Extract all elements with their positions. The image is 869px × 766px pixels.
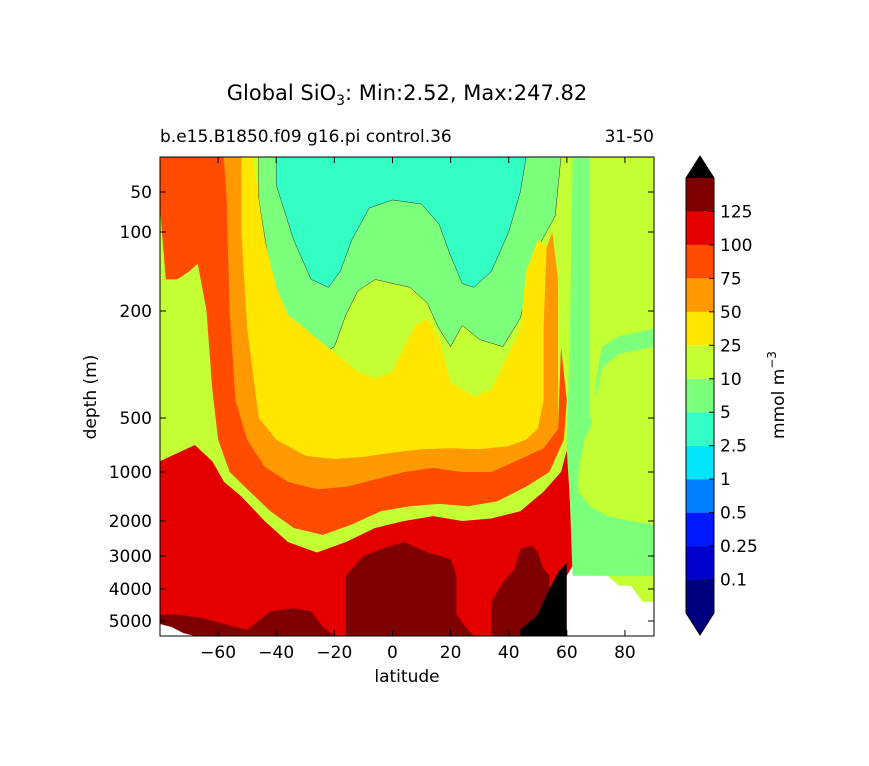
x-tick-label: 80 — [614, 643, 636, 663]
colorbar-tick-label: 100 — [720, 236, 752, 256]
y-axis: 50 100 200 500 1000 2000 3000 4000 5000 — [109, 183, 654, 632]
y-tick-label: 500 — [120, 409, 152, 429]
chart-subtitle-left: b.e15.B1850.f09 g16.pi control.36 — [160, 127, 452, 147]
colorbar-label: mmol m−3 — [765, 351, 789, 439]
x-axis: −60 −40 −20 0 20 40 60 80 — [200, 157, 636, 663]
chart-title-stats: : Min:2.52, Max:247.82 — [345, 81, 587, 105]
colorbar-segment — [686, 412, 714, 446]
colorbar-tick-label: 2.5 — [720, 437, 747, 457]
land-mask-north — [566, 565, 654, 636]
contour-band-25-50 — [160, 157, 556, 459]
x-axis-label: latitude — [374, 667, 439, 687]
colorbar-tick-label: 0.5 — [720, 504, 747, 524]
x-tick-label: 40 — [498, 643, 520, 663]
seafloor-mask — [520, 562, 567, 636]
contour-band-over-125-south — [160, 608, 335, 636]
colorbar-segment — [686, 244, 714, 279]
colorbar-tick-label: 0.25 — [720, 537, 758, 557]
y-tick-label: 5000 — [109, 612, 152, 632]
colorbar-segment — [686, 546, 714, 580]
y-tick-label: 3000 — [109, 547, 152, 567]
colorbar-segment — [686, 211, 714, 245]
colorbar-over-arrow — [686, 156, 714, 178]
colorbar-segment — [686, 579, 714, 613]
colorbar-frame — [685, 155, 715, 636]
x-tick-label: −20 — [316, 643, 352, 663]
y-tick-label: 2000 — [109, 512, 152, 532]
colorbar-tick-label: 0.1 — [720, 571, 747, 591]
colorbar-segment — [686, 311, 714, 346]
land-mask-south — [160, 624, 195, 636]
y-tick-label: 200 — [120, 302, 152, 322]
y-tick-label: 100 — [120, 223, 152, 243]
colorbar-tick-label: 1 — [720, 470, 731, 490]
colorbar-tick-label: 75 — [720, 269, 742, 289]
colorbar-label-main: mmol m — [769, 369, 789, 439]
colorbar-tick-label: 25 — [720, 336, 742, 356]
x-tick-label: 20 — [440, 643, 462, 663]
contour-band-arctic-10-25 — [590, 157, 654, 418]
colorbar-segment — [686, 512, 714, 547]
colorbar-segment — [686, 445, 714, 480]
plot-area — [160, 157, 654, 636]
contour-band-over-125-equator — [346, 542, 474, 636]
x-tick-label: 60 — [556, 643, 578, 663]
chart-subtitle-right: 31-50 — [605, 127, 654, 147]
colorbar-segment — [686, 345, 714, 379]
chart-title-main: Global SiO — [227, 81, 336, 105]
x-tick-label: −40 — [258, 643, 294, 663]
colorbar-segment — [686, 378, 714, 413]
y-tick-label: 4000 — [109, 580, 152, 600]
y-tick-label: 1000 — [109, 463, 152, 483]
plot-frame — [159, 156, 655, 637]
x-tick-label: 0 — [387, 643, 398, 663]
contour-band-50-75 — [160, 157, 559, 490]
y-axis-label: depth (m) — [81, 355, 101, 440]
colorbar-segment — [686, 479, 714, 513]
colorbar-tick-label: 125 — [720, 202, 752, 222]
colorbar-tick-label: 5 — [720, 403, 731, 423]
colorbar-tick-label: 50 — [720, 303, 742, 323]
colorbar-under-arrow — [686, 613, 714, 635]
contour-band-over-125-north — [491, 545, 550, 636]
chart-title-subscript: 3 — [336, 93, 345, 109]
colorbar-segment — [686, 278, 714, 312]
colorbar-tick-label: 10 — [720, 370, 742, 390]
colorbar: 0.1 0.25 0.5 1 2.5 5 10 25 50 75 100 125 — [685, 155, 758, 636]
contour-band-100-125 — [160, 445, 579, 636]
contour-band-2.5-5 — [275, 157, 527, 288]
colorbar-label-exponent: −3 — [765, 351, 779, 369]
y-tick-label: 50 — [130, 183, 152, 203]
x-tick-label: −60 — [200, 643, 236, 663]
contour-band-75-100 — [160, 157, 567, 535]
colorbar-segment — [686, 178, 714, 212]
chart-title: Global SiO3: Min:2.52, Max:247.82 — [227, 81, 587, 109]
